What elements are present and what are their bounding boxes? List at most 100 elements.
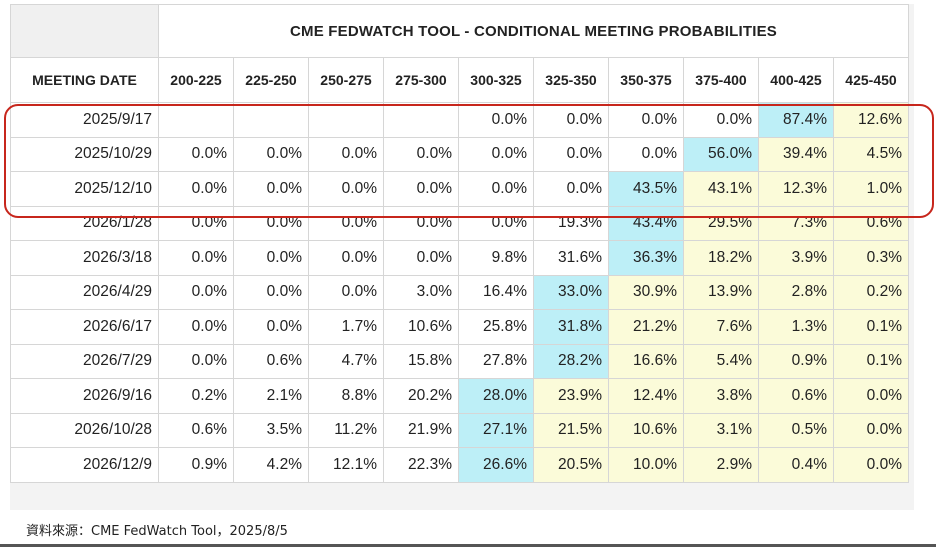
probability-cell: 23.9%: [533, 378, 609, 414]
probability-cell: 3.1%: [683, 412, 759, 448]
source-note: 資料來源：CME FedWatch Tool，2025/8/5: [26, 524, 288, 539]
table-row: 2025/12/10 0.0% 0.0% 0.0% 0.0% 0.0% 0.0% 43.5% 4…: [10, 171, 909, 207]
probability-cell: 12.1%: [308, 447, 384, 483]
meeting-date-cell: 2025/10/29: [10, 136, 159, 172]
probability-cell: 0.0%: [233, 205, 309, 241]
title-row: CME FEDWATCH TOOL - CONDITIONAL MEETING …: [10, 4, 909, 58]
probability-cell: 19.3%: [533, 205, 609, 241]
probability-cell: [233, 102, 309, 138]
probability-cell: 0.0%: [158, 240, 234, 276]
probability-cell: 43.5%: [608, 171, 684, 207]
probability-cell: 4.2%: [233, 447, 309, 483]
probability-cell: 33.0%: [533, 274, 609, 310]
meeting-date-cell: 2026/4/29: [10, 274, 159, 310]
probability-cell: 28.2%: [533, 343, 609, 379]
probability-cell: 29.5%: [683, 205, 759, 241]
probability-cell: 0.4%: [758, 447, 834, 483]
meeting-date-cell: 2026/12/9: [10, 447, 159, 483]
probability-cell: 0.0%: [158, 136, 234, 172]
probability-cell: 0.0%: [158, 309, 234, 345]
probability-cell: 0.0%: [158, 274, 234, 310]
probability-cell: 31.6%: [533, 240, 609, 276]
probability-cell: 0.0%: [608, 102, 684, 138]
meeting-date-cell: 2025/9/17: [10, 102, 159, 138]
probability-cell: 27.8%: [458, 343, 534, 379]
probability-cell: 13.9%: [683, 274, 759, 310]
probability-cell: 0.1%: [833, 309, 909, 345]
probability-cell: 0.2%: [158, 378, 234, 414]
probability-cell: 8.8%: [308, 378, 384, 414]
probability-cell: 0.0%: [308, 136, 384, 172]
probability-cell: 0.0%: [533, 136, 609, 172]
probability-cell: 0.0%: [533, 102, 609, 138]
probability-cell: 22.3%: [383, 447, 459, 483]
probability-cell: 0.0%: [308, 205, 384, 241]
probability-cell: 0.0%: [308, 171, 384, 207]
probability-cell: 0.2%: [833, 274, 909, 310]
probability-cell: 4.7%: [308, 343, 384, 379]
probability-cell: 0.6%: [158, 412, 234, 448]
meeting-date-cell: 2026/7/29: [10, 343, 159, 379]
probability-cell: 0.0%: [158, 171, 234, 207]
probability-cell: 7.6%: [683, 309, 759, 345]
probability-cell: 0.0%: [383, 171, 459, 207]
table-row: 2026/4/29 0.0% 0.0% 0.0% 3.0% 16.4% 33.0% 30.9%…: [10, 274, 909, 310]
corner-cell: [10, 4, 159, 58]
meeting-date-cell: 2025/12/10: [10, 171, 159, 207]
probability-cell: 39.4%: [758, 136, 834, 172]
probability-cell: 36.3%: [608, 240, 684, 276]
rate-range-header: 275-300: [383, 57, 459, 103]
probability-cell: 0.3%: [833, 240, 909, 276]
probability-cell: 0.9%: [758, 343, 834, 379]
probability-cell: 0.0%: [233, 309, 309, 345]
rate-range-header: 400-425: [758, 57, 834, 103]
rate-range-header: 375-400: [683, 57, 759, 103]
probability-cell: 0.0%: [458, 136, 534, 172]
probability-cell: 2.8%: [758, 274, 834, 310]
probability-cell: 21.5%: [533, 412, 609, 448]
probability-cell: 0.6%: [233, 343, 309, 379]
table-row: 2026/3/18 0.0% 0.0% 0.0% 0.0% 9.8% 31.6% 36.3% 1…: [10, 240, 909, 276]
probability-cell: 0.0%: [233, 136, 309, 172]
probability-cell: 0.0%: [233, 240, 309, 276]
probability-cell: 30.9%: [608, 274, 684, 310]
probability-cell: 0.0%: [533, 171, 609, 207]
table-body: 2025/9/17 0.0% 0.0% 0.0% 0.0% 87.4% 12.6% 2025/…: [10, 102, 909, 483]
rate-range-header: 300-325: [458, 57, 534, 103]
table-row: 2025/10/29 0.0% 0.0% 0.0% 0.0% 0.0% 0.0% 0.0% 56…: [10, 136, 909, 172]
rate-range-header: 350-375: [608, 57, 684, 103]
probability-cell: 0.0%: [308, 274, 384, 310]
probability-cell: 0.0%: [458, 102, 534, 138]
probability-cell: 5.4%: [683, 343, 759, 379]
probability-cell: 0.0%: [158, 205, 234, 241]
probability-cell: 7.3%: [758, 205, 834, 241]
probability-cell: 15.8%: [383, 343, 459, 379]
probability-cell: 28.0%: [458, 378, 534, 414]
probability-cell: 0.5%: [758, 412, 834, 448]
probability-cell: 9.8%: [458, 240, 534, 276]
probability-cell: 56.0%: [683, 136, 759, 172]
probability-cell: 27.1%: [458, 412, 534, 448]
probability-cell: 10.0%: [608, 447, 684, 483]
probability-cell: 11.2%: [308, 412, 384, 448]
table-row: 2025/9/17 0.0% 0.0% 0.0% 0.0% 87.4% 12.6%: [10, 102, 909, 138]
rate-range-header: 200-225: [158, 57, 234, 103]
probability-cell: 2.9%: [683, 447, 759, 483]
probability-cell: 1.7%: [308, 309, 384, 345]
probability-cell: 25.8%: [458, 309, 534, 345]
table-row: 2026/7/29 0.0% 0.6% 4.7% 15.8% 27.8% 28.2% 16.6…: [10, 343, 909, 379]
probability-cell: [158, 102, 234, 138]
probability-cell: 21.2%: [608, 309, 684, 345]
probability-cell: 0.0%: [458, 205, 534, 241]
probability-cell: 0.6%: [833, 205, 909, 241]
probability-cell: 26.6%: [458, 447, 534, 483]
probability-cell: 12.4%: [608, 378, 684, 414]
rate-range-header: 225-250: [233, 57, 309, 103]
probability-cell: 16.4%: [458, 274, 534, 310]
rate-range-header: 425-450: [833, 57, 909, 103]
probability-cell: 0.0%: [158, 343, 234, 379]
probability-cell: 3.8%: [683, 378, 759, 414]
meeting-date-cell: 2026/1/28: [10, 205, 159, 241]
probability-table: CME FEDWATCH TOOL - CONDITIONAL MEETING …: [10, 4, 909, 483]
probability-cell: 0.6%: [758, 378, 834, 414]
